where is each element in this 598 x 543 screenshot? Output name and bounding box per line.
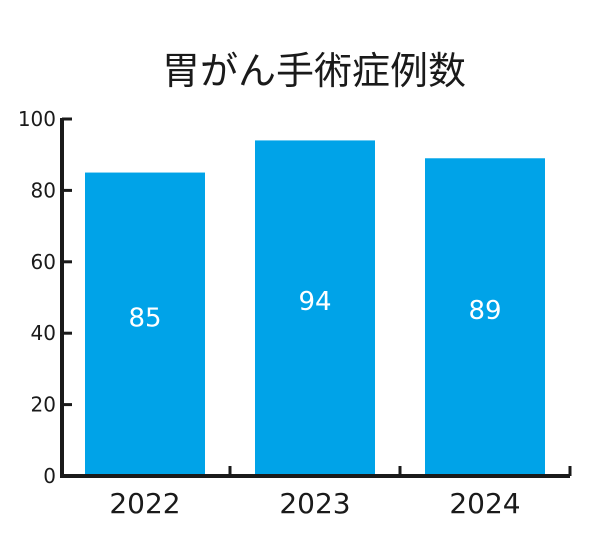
axes bbox=[60, 117, 572, 478]
y-tick-label-40: 40 bbox=[31, 321, 56, 345]
x-tick-label-2024: 2024 bbox=[449, 487, 520, 520]
x-tick-label-2023: 2023 bbox=[279, 487, 350, 520]
bar-2022 bbox=[85, 172, 205, 477]
y-tick-label-60: 60 bbox=[31, 250, 56, 274]
bar-2023 bbox=[255, 140, 375, 477]
bars bbox=[85, 140, 545, 477]
data-label-2024: 89 bbox=[468, 296, 501, 326]
y-tick-label-100: 100 bbox=[18, 107, 56, 131]
bar-2024 bbox=[425, 158, 545, 476]
tick-labels: 2022 2023 2024 0 20 40 60 80 100 bbox=[18, 107, 521, 520]
data-labels: 85 94 89 bbox=[128, 287, 501, 333]
data-label-2022: 85 bbox=[128, 303, 161, 333]
x-tick-label-2022: 2022 bbox=[109, 487, 180, 520]
chart-title: 胃がん手術症例数 bbox=[162, 49, 466, 93]
y-tick-label-0: 0 bbox=[43, 464, 56, 488]
y-tick-label-80: 80 bbox=[31, 178, 56, 202]
y-tick-label-20: 20 bbox=[31, 393, 56, 417]
data-label-2023: 94 bbox=[298, 287, 331, 317]
